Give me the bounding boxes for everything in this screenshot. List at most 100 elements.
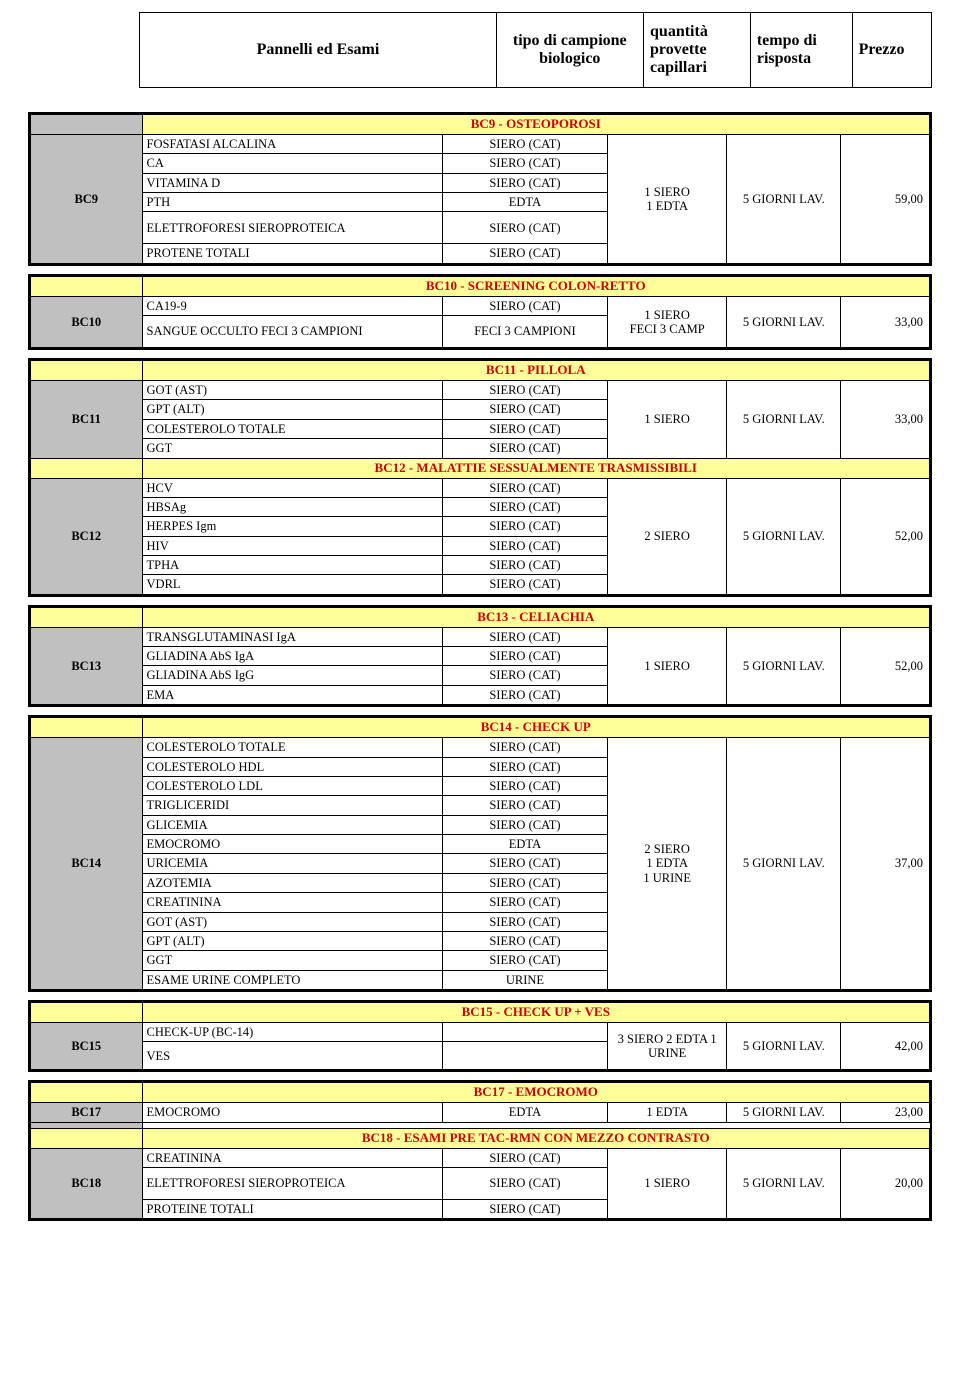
header-col-tipo: tipo di campione biologico bbox=[496, 13, 644, 88]
panel-title: BC15 - CHECK UP + VES bbox=[142, 1003, 929, 1023]
price-cell: 42,00 bbox=[841, 1022, 930, 1069]
sample-cell: SIERO (CAT) bbox=[442, 796, 607, 815]
time-cell: 5 GIORNI LAV. bbox=[727, 381, 841, 459]
header-col-qty: quantità provette capillari bbox=[644, 13, 751, 88]
exam-cell: GLICEMIA bbox=[142, 815, 442, 834]
price-cell: 37,00 bbox=[841, 738, 930, 990]
panel-bc13: BC13 - CELIACHIA BC13 TRANSGLUTAMINASI I… bbox=[28, 605, 932, 707]
sample-cell: SIERO (CAT) bbox=[442, 439, 607, 458]
exam-cell: URICEMIA bbox=[142, 854, 442, 873]
exam-cell: AZOTEMIA bbox=[142, 873, 442, 892]
exam-cell: GGT bbox=[142, 951, 442, 970]
exam-cell: CA bbox=[142, 154, 442, 173]
header-col-pannelli: Pannelli ed Esami bbox=[140, 13, 496, 88]
exam-cell: GLIADINA AbS IgA bbox=[142, 647, 442, 666]
panel-code: BC18 bbox=[31, 1148, 143, 1219]
price-cell: 33,00 bbox=[841, 296, 930, 347]
header-table: Pannelli ed Esami tipo di campione biolo… bbox=[28, 12, 932, 88]
panel-bc14: BC14 - CHECK UP BC14 COLESTEROLO TOTALE … bbox=[28, 715, 932, 992]
sample-cell: SIERO (CAT) bbox=[442, 776, 607, 795]
qty-cell: 1 SIERO bbox=[607, 627, 726, 705]
exam-cell: GOT (AST) bbox=[142, 381, 442, 400]
sample-cell: SIERO (CAT) bbox=[442, 666, 607, 685]
exam-cell: VDRL bbox=[142, 575, 442, 594]
qty-cell: 1 SIEROFECI 3 CAMP bbox=[607, 296, 726, 347]
sample-cell: SIERO (CAT) bbox=[442, 478, 607, 497]
exam-cell: COLESTEROLO LDL bbox=[142, 776, 442, 795]
price-cell: 20,00 bbox=[841, 1148, 930, 1219]
qty-cell: 1 SIERO1 EDTA bbox=[607, 134, 726, 263]
exam-cell: GLIADINA AbS IgG bbox=[142, 666, 442, 685]
panel-title: BC12 - MALATTIE SESSUALMENTE TRASMISSIBI… bbox=[142, 458, 929, 478]
price-cell: 33,00 bbox=[841, 381, 930, 459]
panel-title: BC14 - CHECK UP bbox=[142, 718, 929, 738]
exam-cell: HCV bbox=[142, 478, 442, 497]
time-cell: 5 GIORNI LAV. bbox=[727, 1148, 841, 1219]
exam-cell: PTH bbox=[142, 193, 442, 212]
sample-cell: SIERO (CAT) bbox=[442, 738, 607, 757]
time-cell: 5 GIORNI LAV. bbox=[727, 738, 841, 990]
panel-code: BC15 bbox=[31, 1022, 143, 1069]
exam-cell: COLESTEROLO HDL bbox=[142, 757, 442, 776]
time-cell: 5 GIORNI LAV. bbox=[727, 1103, 841, 1122]
exam-cell: PROTEINE TOTALI bbox=[142, 1199, 442, 1218]
sample-cell: SIERO (CAT) bbox=[442, 173, 607, 192]
header-col-prezzo: Prezzo bbox=[852, 13, 931, 88]
panel-bc11: BC11 - PILLOLA BC11 GOT (AST) SIERO (CAT… bbox=[28, 358, 932, 597]
panel-title: BC10 - SCREENING COLON-RETTO bbox=[142, 276, 929, 296]
sample-cell: SIERO (CAT) bbox=[442, 757, 607, 776]
sample-cell: SIERO (CAT) bbox=[442, 854, 607, 873]
sample-cell: SIERO (CAT) bbox=[442, 1148, 607, 1167]
sample-cell: SIERO (CAT) bbox=[442, 296, 607, 315]
panel-title: BC9 - OSTEOPOROSI bbox=[142, 115, 929, 135]
sample-cell: SIERO (CAT) bbox=[442, 381, 607, 400]
panel-title: BC18 - ESAMI PRE TAC-RMN CON MEZZO CONTR… bbox=[142, 1128, 929, 1148]
sample-cell bbox=[442, 1042, 607, 1070]
sample-cell: SIERO (CAT) bbox=[442, 931, 607, 950]
exam-cell: CHECK-UP (BC-14) bbox=[142, 1022, 442, 1041]
panel-code: BC17 bbox=[31, 1103, 143, 1122]
sample-cell: SIERO (CAT) bbox=[442, 134, 607, 153]
sample-cell: EDTA bbox=[442, 835, 607, 854]
price-cell: 59,00 bbox=[841, 134, 930, 263]
exam-cell: ELETTROFORESI SIEROPROTEICA bbox=[142, 1167, 442, 1199]
time-cell: 5 GIORNI LAV. bbox=[727, 478, 841, 594]
qty-cell: 3 SIERO 2 EDTA 1 URINE bbox=[607, 1022, 726, 1069]
time-cell: 5 GIORNI LAV. bbox=[727, 627, 841, 705]
exam-cell: TRIGLICERIDI bbox=[142, 796, 442, 815]
sample-cell bbox=[442, 1022, 607, 1041]
sample-cell: SIERO (CAT) bbox=[442, 497, 607, 516]
header-col-tempo: tempo di risposta bbox=[750, 13, 852, 88]
sample-cell: SIERO (CAT) bbox=[442, 951, 607, 970]
sample-cell: SIERO (CAT) bbox=[442, 536, 607, 555]
sample-cell: SIERO (CAT) bbox=[442, 212, 607, 244]
exam-cell: HIV bbox=[142, 536, 442, 555]
exam-cell: GPT (ALT) bbox=[142, 931, 442, 950]
header-spacer bbox=[28, 13, 140, 88]
qty-cell: 1 EDTA bbox=[607, 1103, 726, 1122]
panel-code: BC9 bbox=[31, 134, 143, 263]
panel-bc17-18: BC17 - EMOCROMO BC17 EMOCROMO EDTA 1 EDT… bbox=[28, 1080, 932, 1221]
sample-cell: SIERO (CAT) bbox=[442, 893, 607, 912]
exam-cell: HERPES Igm bbox=[142, 517, 442, 536]
exam-cell: TRANSGLUTAMINASI IgA bbox=[142, 627, 442, 646]
exam-cell: ELETTROFORESI SIEROPROTEICA bbox=[142, 212, 442, 244]
sample-cell: SIERO (CAT) bbox=[442, 517, 607, 536]
exam-cell: GPT (ALT) bbox=[142, 400, 442, 419]
time-cell: 5 GIORNI LAV. bbox=[727, 1022, 841, 1069]
sample-cell: SIERO (CAT) bbox=[442, 1199, 607, 1218]
sample-cell: SIERO (CAT) bbox=[442, 575, 607, 594]
price-cell: 52,00 bbox=[841, 478, 930, 594]
sample-cell: SIERO (CAT) bbox=[442, 912, 607, 931]
price-cell: 23,00 bbox=[841, 1103, 930, 1122]
panel-code: BC13 bbox=[31, 627, 143, 705]
sample-cell: SIERO (CAT) bbox=[442, 647, 607, 666]
time-cell: 5 GIORNI LAV. bbox=[727, 296, 841, 347]
sample-cell: SIERO (CAT) bbox=[442, 244, 607, 263]
sample-cell: SIERO (CAT) bbox=[442, 685, 607, 704]
exam-cell: TPHA bbox=[142, 556, 442, 575]
exam-cell: SANGUE OCCULTO FECI 3 CAMPIONI bbox=[142, 316, 442, 348]
exam-cell: COLESTEROLO TOTALE bbox=[142, 419, 442, 438]
panel-code: BC11 bbox=[31, 381, 143, 459]
qty-cell: 2 SIERO1 EDTA1 URINE bbox=[607, 738, 726, 990]
